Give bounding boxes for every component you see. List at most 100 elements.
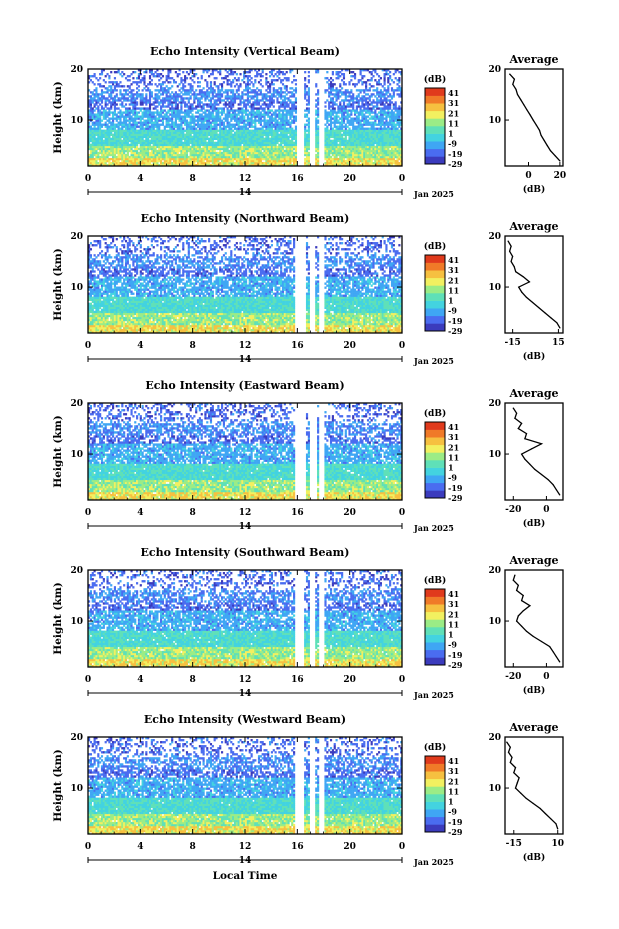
x-tick-label: 16: [291, 341, 304, 351]
average-point: [541, 135, 542, 136]
heatmap-raster: [88, 403, 402, 500]
colorbar-swatch: [425, 103, 445, 111]
colorbar-swatch: [425, 650, 445, 658]
average-point: [526, 433, 527, 434]
colorbar-swatch: [425, 490, 445, 498]
average-point: [521, 292, 522, 293]
average-y-tick-label: 20: [488, 566, 501, 576]
date-label: Jan 2025: [413, 523, 454, 533]
colorbar-swatch: [425, 422, 445, 430]
colorbar-tick-label: -29: [448, 660, 463, 670]
colorbar-tick-label: 41: [448, 422, 459, 432]
average-point: [530, 114, 531, 115]
colorbar-swatch: [425, 255, 445, 263]
panel-title: Echo Intensity (Westward Beam): [144, 713, 346, 726]
average-y-tick-label: 20: [488, 232, 501, 242]
average-point: [511, 757, 512, 758]
panel: Echo Intensity (Southward Beam)2010Heigh…: [52, 546, 563, 700]
x-tick-label: 8: [190, 675, 196, 685]
colorbar-swatch: [425, 111, 445, 119]
panel-title: Echo Intensity (Southward Beam): [141, 546, 350, 559]
average-point: [541, 641, 542, 642]
panel: Echo Intensity (Eastward Beam)2010Height…: [52, 379, 563, 533]
x-tick-label: 4: [137, 174, 143, 184]
panel-title: Echo Intensity (Northward Beam): [141, 212, 350, 225]
heatmap-raster: [88, 69, 402, 166]
average-point: [550, 317, 551, 318]
average-point: [509, 74, 510, 75]
panel-title: Echo Intensity (Eastward Beam): [145, 379, 344, 392]
colorbar: [425, 422, 445, 498]
x-tick-label: 0: [85, 341, 91, 351]
average-point: [556, 656, 557, 657]
colorbar-tick-label: -9: [448, 473, 457, 483]
x-tick-label: 16: [291, 675, 304, 685]
colorbar-tick-label: 1: [448, 797, 454, 807]
y-tick-label: 10: [70, 784, 83, 794]
colorbar: [425, 756, 445, 832]
x-tick-label: 20: [343, 675, 356, 685]
date-label: Jan 2025: [413, 857, 454, 867]
average-profile-line: [510, 74, 560, 161]
colorbar-tick-label: -29: [448, 326, 463, 336]
y-axis-label: Height (km): [52, 749, 64, 821]
colorbar-tick-label: -29: [448, 827, 463, 837]
average-point: [538, 307, 539, 308]
average-x-tick-label: 20: [554, 171, 567, 181]
x-tick-label: 4: [137, 842, 143, 852]
average-x-tick-label: 0: [543, 672, 549, 682]
colorbar-swatch: [425, 445, 445, 453]
average-x-label: (dB): [523, 685, 545, 696]
colorbar-swatch: [425, 88, 445, 96]
average-point: [545, 813, 546, 814]
average-profile-line: [508, 241, 560, 328]
average-point: [516, 621, 517, 622]
colorbar-swatch: [425, 156, 445, 164]
x-tick-label: 20: [343, 508, 356, 518]
x-tick-label: 4: [137, 341, 143, 351]
average-point: [559, 327, 560, 328]
average-point: [518, 615, 519, 616]
x-axis-label: Local Time: [213, 870, 278, 882]
average-point: [515, 89, 516, 90]
average-point: [523, 610, 524, 611]
average-point: [559, 494, 560, 495]
colorbar-tick-label: 31: [448, 98, 459, 108]
colorbar-swatch: [425, 437, 445, 445]
x-tick-label: 0: [85, 174, 91, 184]
colorbar-swatch: [425, 430, 445, 438]
colorbar-tick-label: -9: [448, 306, 457, 316]
colorbar-tick-label: 21: [448, 442, 459, 452]
colorbar-tick-label: -19: [448, 650, 463, 660]
average-point: [514, 79, 515, 80]
colorbar-swatch: [425, 612, 445, 620]
colorbar-swatch: [425, 468, 445, 476]
average-x-tick-label: -20: [505, 672, 521, 682]
average-point: [516, 413, 517, 414]
colorbar-tick-label: 41: [448, 756, 459, 766]
colorbar-swatch: [425, 597, 445, 605]
average-point: [544, 140, 545, 141]
colorbar-swatch: [425, 817, 445, 825]
y-tick-label: 10: [70, 116, 83, 126]
average-point: [513, 580, 514, 581]
colorbar-swatch: [425, 263, 445, 271]
colorbar-tick-label: 41: [448, 589, 459, 599]
average-point: [517, 782, 518, 783]
colorbar-tick-label: 11: [448, 619, 459, 629]
average-point: [516, 590, 517, 591]
colorbar-tick-label: 11: [448, 118, 459, 128]
day-label: 14: [239, 689, 252, 699]
average-point: [512, 84, 513, 85]
colorbar-swatch: [425, 118, 445, 126]
colorbar-swatch: [425, 270, 445, 278]
x-tick-label: 0: [85, 842, 91, 852]
average-point: [526, 109, 527, 110]
date-label: Jan 2025: [413, 690, 454, 700]
average-x-tick-label: -15: [506, 839, 522, 849]
x-tick-label: 0: [399, 174, 405, 184]
day-label: 14: [239, 522, 252, 532]
average-frame: [505, 737, 563, 834]
colorbar-tick-label: 21: [448, 108, 459, 118]
colorbar-tick-label: 11: [448, 285, 459, 295]
